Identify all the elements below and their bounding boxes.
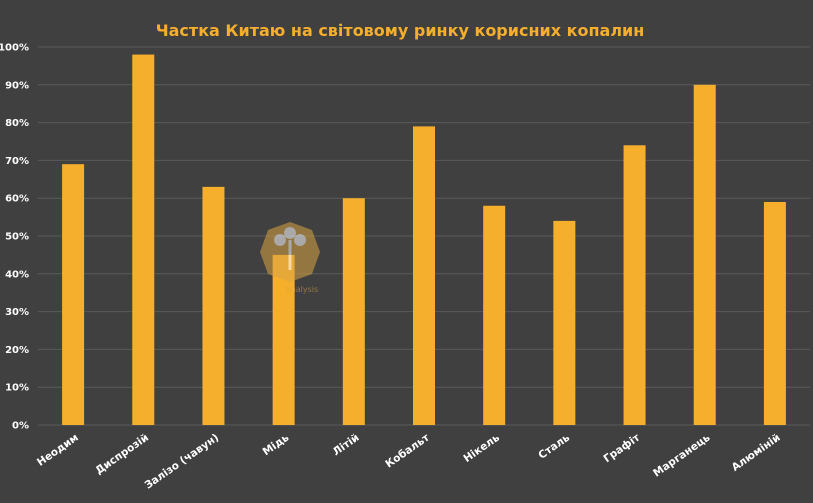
y-tick-label: 0% bbox=[12, 421, 29, 432]
bar bbox=[272, 254, 295, 425]
y-tick-label: 60% bbox=[5, 194, 29, 205]
y-tick-label: 20% bbox=[5, 345, 29, 356]
y-tick-label: 40% bbox=[5, 269, 29, 280]
y-tick-label: 80% bbox=[5, 118, 29, 129]
y-axis-tick-labels: 0% 10% 20% 30% 40% 50% 60% 70% 80% 90% 100% bbox=[0, 43, 29, 432]
bar bbox=[623, 145, 646, 425]
bar bbox=[62, 164, 85, 425]
bar bbox=[693, 84, 716, 426]
tree-logo-icon bbox=[260, 222, 320, 282]
bar bbox=[413, 126, 435, 425]
bar bbox=[483, 205, 506, 425]
y-tick-label: 90% bbox=[5, 80, 29, 91]
y-tick-label: 10% bbox=[5, 383, 29, 394]
bar bbox=[763, 201, 786, 425]
y-tick-label: 100% bbox=[0, 43, 29, 54]
bar bbox=[132, 54, 155, 426]
y-tick-label: 30% bbox=[5, 307, 29, 318]
bar bbox=[553, 220, 576, 425]
y-tick-label: 70% bbox=[5, 156, 29, 167]
y-tick-label: 50% bbox=[5, 232, 29, 243]
watermark: analysis bbox=[260, 222, 320, 294]
bars bbox=[62, 54, 786, 426]
bar bbox=[342, 198, 365, 425]
bar bbox=[202, 186, 225, 425]
chart-title: Частка Китаю на світовому ринку корисних… bbox=[156, 21, 645, 40]
watermark-text: analysis bbox=[286, 285, 318, 294]
